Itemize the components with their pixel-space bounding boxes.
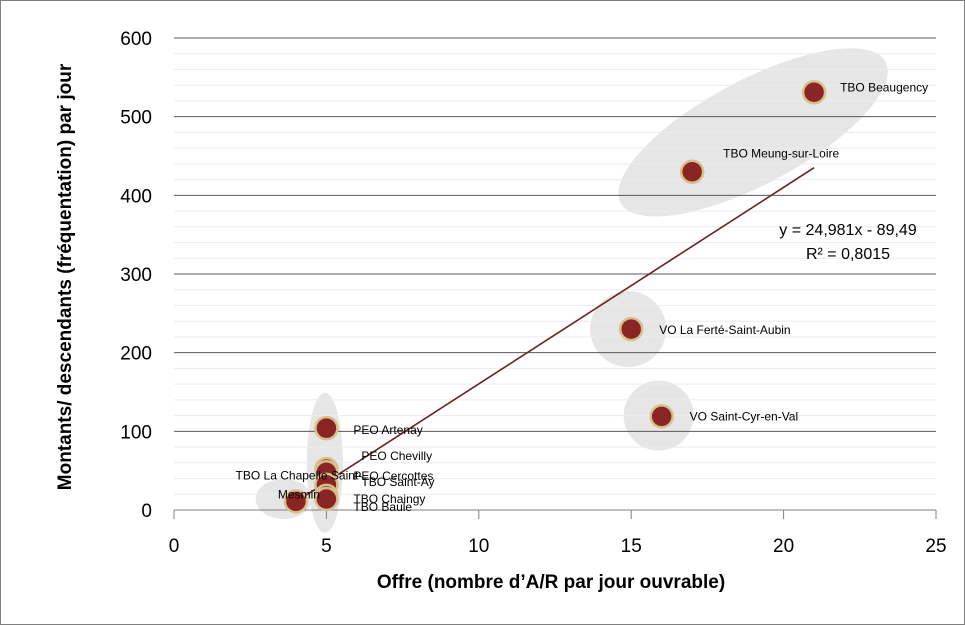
point-label: TBO La Chapelle Saint-Mesmin <box>236 468 363 501</box>
data-points <box>283 80 827 514</box>
point-label: TBO Meung-sur-Loire <box>723 147 839 161</box>
trendline-group <box>295 167 815 503</box>
data-point <box>679 159 705 184</box>
y-tick-label: 0 <box>141 501 152 522</box>
point-label: PEO Artenay <box>353 423 422 437</box>
y-tick-label: 100 <box>120 422 152 443</box>
y-tick-label: 600 <box>120 29 152 50</box>
y-axis-title: Montants/ descendants (fréquentation) pa… <box>55 63 76 490</box>
point-label: TBO Beaugency <box>840 80 928 94</box>
trendline <box>295 167 815 503</box>
point-label: VO Saint-Cyr-en-Val <box>690 409 798 423</box>
x-tick-label: 20 <box>773 536 794 557</box>
data-point <box>283 489 309 514</box>
point-label: TBO Chaingy <box>353 492 425 506</box>
x-axis-title: Offre (nombre d’A/R par jour ouvrable) <box>377 572 725 593</box>
x-tick-label: 15 <box>621 536 642 557</box>
data-point <box>618 316 644 342</box>
x-tick-label: 10 <box>468 536 489 557</box>
grid-lines <box>174 37 936 495</box>
data-point <box>314 415 339 441</box>
point-label: TBO Baule <box>353 500 412 514</box>
x-tick-label: 0 <box>169 536 180 557</box>
point-label: TBO Saint-Ay <box>361 475 434 489</box>
y-tick-label: 200 <box>120 344 152 365</box>
point-label: VO La Ferté-Saint-Aubin <box>659 323 790 337</box>
data-point <box>801 80 827 105</box>
point-label: PEO Chevilly <box>361 449 432 463</box>
point-labels: TBO Beaugency TBO Meung-sur-Loire VO La Fe… <box>236 80 929 514</box>
y-tick-label: 500 <box>120 108 152 129</box>
data-point <box>649 404 674 429</box>
data-point <box>314 486 339 512</box>
trendline-r-squared: R² = 0,8015 <box>806 246 890 263</box>
x-tick-label: 5 <box>321 536 332 557</box>
y-tick-label: 300 <box>120 265 152 286</box>
x-tick-label: 25 <box>925 536 946 557</box>
trendline-equation: y = 24,981x - 89,49 <box>779 222 917 239</box>
y-tick-label: 400 <box>120 186 152 207</box>
axes: 0 100 200 300 400 500 600 0 5 10 15 20 25 <box>120 29 946 557</box>
point-label: PEO Cercottes <box>353 469 433 483</box>
